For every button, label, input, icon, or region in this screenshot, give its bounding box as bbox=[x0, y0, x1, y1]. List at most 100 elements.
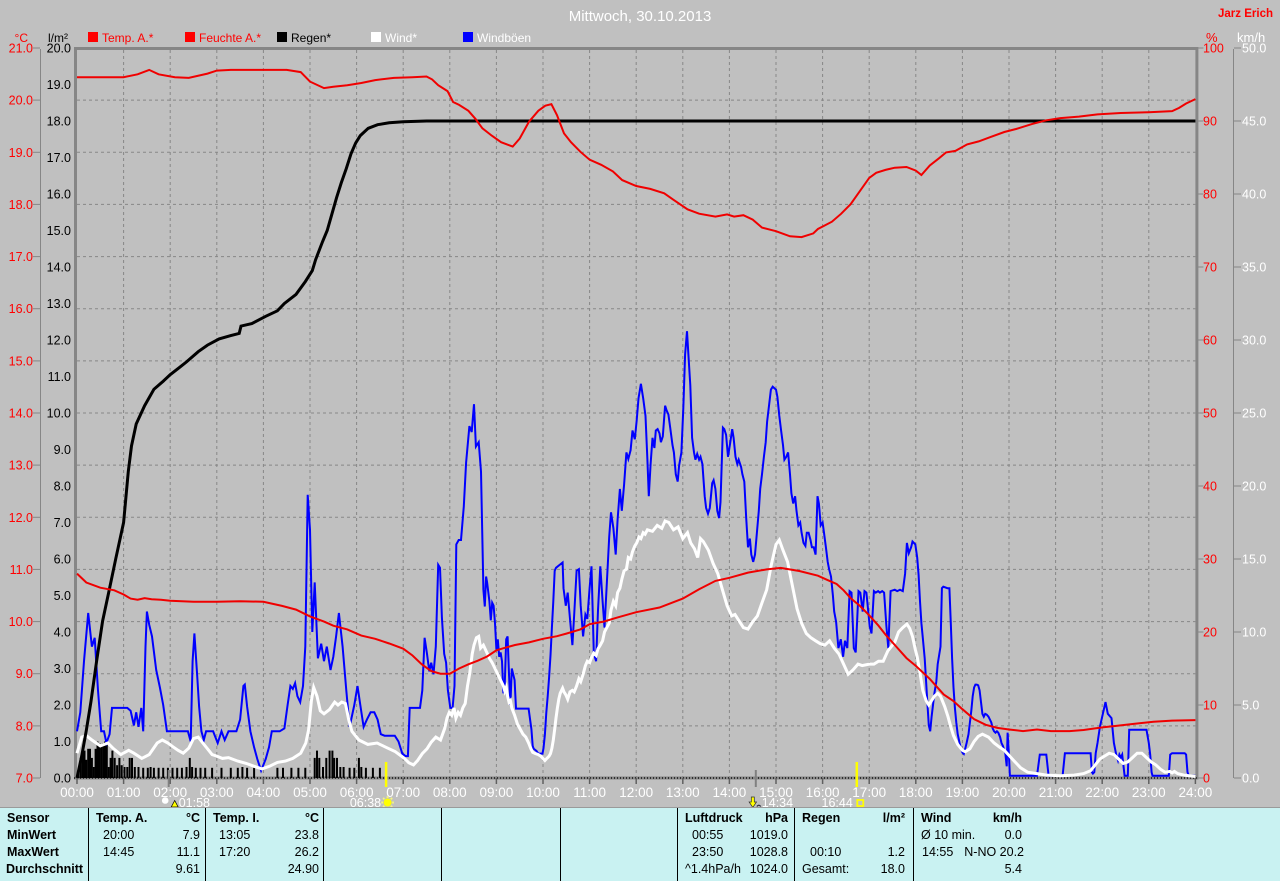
svg-text:Mittwoch, 30.10.2013: Mittwoch, 30.10.2013 bbox=[569, 8, 712, 25]
svg-text:8.0: 8.0 bbox=[16, 719, 33, 733]
svg-text:35.0: 35.0 bbox=[1242, 261, 1266, 275]
svg-text:11.0: 11.0 bbox=[10, 563, 33, 577]
svg-text:9.0: 9.0 bbox=[54, 443, 71, 457]
svg-text:06:38: 06:38 bbox=[350, 796, 381, 810]
svg-text:9.0: 9.0 bbox=[16, 667, 33, 681]
svg-text:10.0: 10.0 bbox=[47, 407, 71, 421]
svg-text:Regen*: Regen* bbox=[291, 31, 331, 45]
svg-text:7.0: 7.0 bbox=[16, 772, 33, 786]
svg-text:16.0: 16.0 bbox=[47, 188, 71, 202]
svg-text:MaxWert: MaxWert bbox=[7, 845, 60, 859]
svg-text:50.0: 50.0 bbox=[1242, 42, 1266, 56]
svg-text:17:20: 17:20 bbox=[219, 845, 250, 859]
svg-text:Jarz Erich: Jarz Erich bbox=[1218, 8, 1273, 20]
svg-text:14:45: 14:45 bbox=[103, 845, 134, 859]
svg-text:15:00: 15:00 bbox=[759, 785, 793, 800]
svg-text:70: 70 bbox=[1203, 261, 1217, 275]
svg-text:23.8: 23.8 bbox=[295, 828, 319, 842]
svg-text:Durchschnitt: Durchschnitt bbox=[6, 862, 84, 876]
svg-text:24.90: 24.90 bbox=[288, 862, 319, 876]
svg-text:01:58: 01:58 bbox=[179, 796, 210, 810]
svg-text:14:00: 14:00 bbox=[713, 785, 747, 800]
svg-text:09:00: 09:00 bbox=[480, 785, 514, 800]
svg-text:Temp. A.*: Temp. A.* bbox=[102, 31, 154, 45]
svg-text:04:00: 04:00 bbox=[247, 785, 281, 800]
svg-text:22:00: 22:00 bbox=[1085, 785, 1119, 800]
svg-text:11.1: 11.1 bbox=[177, 845, 200, 859]
svg-text:l/m²: l/m² bbox=[883, 811, 905, 825]
svg-text:45.0: 45.0 bbox=[1242, 115, 1266, 129]
svg-text:21:00: 21:00 bbox=[1039, 785, 1073, 800]
svg-text:Regen: Regen bbox=[802, 811, 840, 825]
svg-text:23:50: 23:50 bbox=[692, 845, 723, 859]
svg-text:20:00: 20:00 bbox=[992, 785, 1026, 800]
svg-text:40.0: 40.0 bbox=[1242, 188, 1266, 202]
svg-text:50: 50 bbox=[1203, 407, 1217, 421]
svg-text:%: % bbox=[1206, 30, 1218, 45]
svg-text:40: 40 bbox=[1203, 480, 1217, 494]
svg-text:06:00: 06:00 bbox=[340, 785, 374, 800]
svg-text:01:00: 01:00 bbox=[107, 785, 141, 800]
svg-text:°C: °C bbox=[15, 31, 29, 45]
svg-text:30.0: 30.0 bbox=[1242, 334, 1266, 348]
svg-text:60: 60 bbox=[1203, 334, 1217, 348]
svg-text:23:00: 23:00 bbox=[1132, 785, 1166, 800]
svg-text:1028.8: 1028.8 bbox=[750, 845, 788, 859]
svg-text:26.2: 26.2 bbox=[295, 845, 319, 859]
svg-text:20:00: 20:00 bbox=[103, 828, 134, 842]
svg-text:Temp. I.: Temp. I. bbox=[213, 811, 259, 825]
svg-text:5.4: 5.4 bbox=[1005, 862, 1022, 876]
svg-text:Temp. A.: Temp. A. bbox=[96, 811, 147, 825]
svg-text:30: 30 bbox=[1203, 553, 1217, 567]
svg-text:°C: °C bbox=[186, 811, 200, 825]
svg-text:20.0: 20.0 bbox=[9, 94, 33, 108]
svg-text:3.0: 3.0 bbox=[54, 662, 71, 676]
svg-text:00:00: 00:00 bbox=[60, 785, 94, 800]
svg-text:24:00: 24:00 bbox=[1179, 785, 1213, 800]
svg-text:Ø 10 min.: Ø 10 min. bbox=[921, 828, 975, 842]
svg-text:02:00: 02:00 bbox=[153, 785, 187, 800]
svg-text:18.0: 18.0 bbox=[881, 862, 905, 876]
svg-text:13:00: 13:00 bbox=[666, 785, 700, 800]
svg-text:4.0: 4.0 bbox=[54, 626, 71, 640]
svg-text:13.0: 13.0 bbox=[9, 459, 33, 473]
svg-text:°C: °C bbox=[305, 811, 319, 825]
svg-text:10.0: 10.0 bbox=[1242, 626, 1266, 640]
svg-text:14:55: 14:55 bbox=[922, 845, 953, 859]
svg-text:12.0: 12.0 bbox=[47, 334, 71, 348]
svg-text:100: 100 bbox=[1203, 42, 1224, 56]
svg-text:21.0: 21.0 bbox=[9, 42, 33, 56]
svg-text:16:44: 16:44 bbox=[822, 796, 853, 810]
svg-text:90: 90 bbox=[1203, 115, 1217, 129]
svg-text:km/h: km/h bbox=[993, 811, 1022, 825]
svg-text:16:00: 16:00 bbox=[806, 785, 840, 800]
svg-text:17.0: 17.0 bbox=[47, 151, 71, 165]
svg-text:1.0: 1.0 bbox=[54, 735, 71, 749]
svg-text:13.0: 13.0 bbox=[47, 297, 71, 311]
svg-text:km/h: km/h bbox=[1237, 30, 1265, 45]
svg-text:Feuchte A.*: Feuchte A.* bbox=[199, 31, 261, 45]
svg-text:MinWert: MinWert bbox=[7, 828, 57, 842]
svg-text:05:00: 05:00 bbox=[293, 785, 327, 800]
svg-text:1.2: 1.2 bbox=[888, 845, 905, 859]
svg-text:18:00: 18:00 bbox=[899, 785, 933, 800]
svg-text:16.0: 16.0 bbox=[9, 302, 33, 316]
svg-text:10:00: 10:00 bbox=[526, 785, 560, 800]
svg-text:Sensor: Sensor bbox=[7, 811, 50, 825]
svg-text:80: 80 bbox=[1203, 188, 1217, 202]
svg-text:N-NO 20.2: N-NO 20.2 bbox=[964, 845, 1024, 859]
svg-text:Wind: Wind bbox=[921, 811, 951, 825]
svg-text:20: 20 bbox=[1203, 626, 1217, 640]
svg-text:5.0: 5.0 bbox=[54, 589, 71, 603]
svg-text:07:00: 07:00 bbox=[386, 785, 420, 800]
svg-text:18.0: 18.0 bbox=[47, 115, 71, 129]
svg-text:14.0: 14.0 bbox=[9, 407, 33, 421]
svg-text:08:00: 08:00 bbox=[433, 785, 467, 800]
svg-text:0.0: 0.0 bbox=[54, 772, 71, 786]
svg-text:0.0: 0.0 bbox=[1005, 828, 1022, 842]
svg-text:6.0: 6.0 bbox=[54, 553, 71, 567]
svg-text:11.0: 11.0 bbox=[48, 370, 71, 384]
svg-text:5.0: 5.0 bbox=[1242, 699, 1259, 713]
svg-text:17:00: 17:00 bbox=[852, 785, 886, 800]
svg-text:20.0: 20.0 bbox=[1242, 480, 1266, 494]
